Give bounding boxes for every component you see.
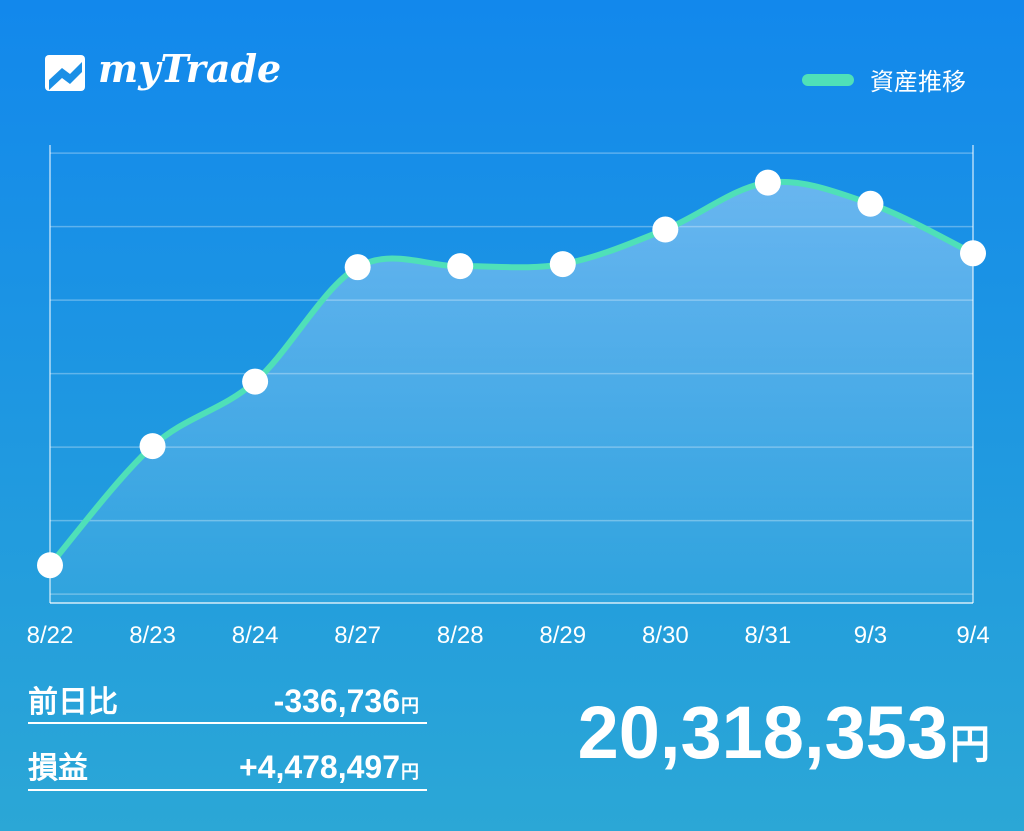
total-value: 20,318,353: [578, 691, 948, 774]
point: [652, 216, 679, 243]
point: [447, 253, 474, 280]
x-tick-label: 8/31: [745, 622, 792, 649]
x-tick-label: 8/24: [232, 622, 279, 649]
change-value: -336,736: [274, 683, 400, 719]
x-tick-label: 8/22: [27, 622, 74, 649]
x-tick-label: 9/3: [854, 622, 887, 649]
x-tick-label: 9/4: [956, 622, 989, 649]
point: [37, 552, 63, 579]
point: [549, 251, 576, 278]
chart: 8/22 8/23 8/24 8/27 8/28 8/29 8/30 8/31 9/3 9/4 資産…: [27, 69, 990, 649]
profit-value: +4,478,497: [239, 749, 400, 785]
x-tick-label: 8/29: [539, 622, 586, 649]
point: [754, 169, 781, 196]
x-tick-label: 8/23: [129, 622, 176, 649]
point: [242, 368, 269, 395]
area: [50, 181, 973, 604]
point: [857, 190, 884, 217]
x-tick-label: 8/30: [642, 622, 689, 649]
x-tick-label: 8/28: [437, 622, 484, 649]
unit: 円: [401, 762, 419, 782]
unit: 円: [950, 723, 990, 767]
logo-icon: [45, 55, 85, 91]
legend-label: 資産推移: [870, 69, 966, 96]
x-tick-label: 8/27: [334, 622, 381, 649]
point: [344, 254, 371, 281]
line: [47, 178, 976, 569]
change-label: 前日比: [28, 686, 118, 719]
point: [960, 240, 986, 267]
unit: 円: [401, 696, 419, 716]
profit-label: 損益: [28, 752, 88, 785]
point: [139, 433, 166, 460]
brand: myTrade: [98, 46, 281, 91]
